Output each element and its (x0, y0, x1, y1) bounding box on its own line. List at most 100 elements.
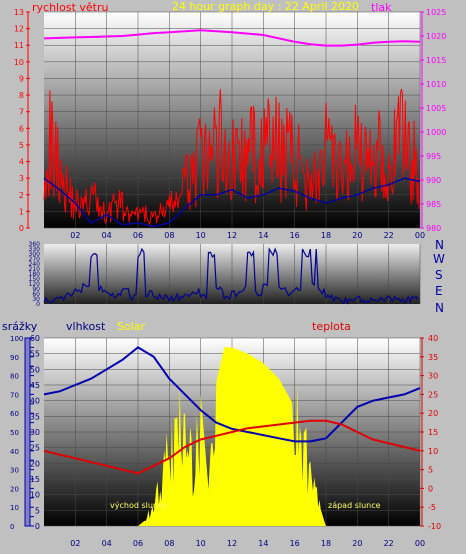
temperature-tick-label: 5 (428, 466, 433, 475)
humidity-tick-label: 20 (30, 459, 40, 468)
time-tick-label: 16 (290, 231, 300, 240)
humidity-tick-label: 55 (30, 350, 40, 359)
direction-tick-label: 0 (36, 301, 40, 308)
time-tick-label: 08 (164, 539, 174, 548)
compass-s: S (435, 268, 443, 282)
temperature-tick-label: 10 (428, 447, 438, 456)
humidity-tick-label: 60 (30, 334, 40, 343)
time-tick-label: 00 (415, 539, 425, 548)
time-tick-label: 18 (321, 231, 331, 240)
temperature-tick-label: -5 (428, 503, 436, 512)
precip-tick-label: 60 (10, 410, 19, 418)
humidity-temperature-axes: 0510152025303540455055600102030405060708… (10, 334, 441, 548)
temperature-tick-label: 30 (428, 372, 438, 381)
chart-title: 24 hour graph day : 22 April 2020 (172, 0, 359, 13)
direction-tick-label: 240 (29, 261, 41, 268)
pressure-tick-label: 1000 (426, 128, 446, 137)
direction-tick-label: 120 (29, 281, 41, 288)
wind-tick-label: 1 (19, 207, 24, 216)
direction-tick-label: 330 (29, 246, 41, 253)
precip-label: srážky (2, 320, 38, 333)
time-tick-label: 06 (133, 539, 143, 548)
precip-tick-label: 20 (10, 485, 19, 493)
time-tick-label: 16 (290, 539, 300, 548)
temperature-tick-label: 20 (428, 409, 438, 418)
temperature-tick-label: -10 (428, 522, 441, 531)
temperature-tick-label: 0 (428, 484, 433, 493)
wind-tick-label: 9 (19, 74, 24, 83)
wind-tick-label: 13 (14, 8, 24, 17)
solar-area (44, 347, 420, 526)
wind-speed-label: rychlost větru (32, 1, 108, 14)
pressure-tick-label: 1020 (426, 32, 446, 41)
precip-tick-label: 80 (10, 373, 19, 381)
direction-tick-label: 30 (32, 296, 40, 303)
wind-tick-label: 2 (19, 191, 24, 200)
pressure-tick-label: 1025 (426, 8, 446, 17)
precip-tick-label: 10 (10, 504, 19, 512)
pressure-tick-label: 980 (426, 224, 441, 233)
precip-tick-label: 100 (10, 335, 23, 343)
direction-tick-label: 270 (29, 256, 41, 263)
wind-tick-label: 6 (19, 124, 24, 133)
temperature-tick-label: 15 (428, 428, 438, 437)
wind-direction-line (43, 247, 419, 305)
wind-pressure-axes: 0123456789101112139809859909951000100510… (14, 8, 447, 240)
direction-tick-label: 90 (32, 286, 40, 293)
time-tick-label: 12 (227, 231, 237, 240)
sunset-label: západ slunce (328, 501, 381, 510)
solar-label: Solar (117, 320, 146, 333)
time-tick-label: 20 (352, 539, 362, 548)
compass-n-top: N (435, 238, 444, 252)
compass-e: E (435, 284, 443, 298)
time-tick-label: 14 (258, 539, 268, 548)
time-tick-label: 22 (384, 539, 394, 548)
time-tick-label: 02 (70, 539, 80, 548)
precip-tick-label: 40 (10, 448, 19, 456)
pressure-tick-label: 1010 (426, 80, 446, 89)
wind-tick-label: 11 (14, 41, 24, 50)
wind-average-line (43, 177, 421, 228)
wind-tick-label: 12 (14, 25, 24, 34)
humidity-tick-label: 5 (35, 506, 40, 515)
wind-tick-label: 4 (19, 158, 24, 167)
time-tick-label: 22 (384, 231, 394, 240)
time-tick-label: 04 (102, 539, 112, 548)
time-tick-label: 10 (196, 539, 206, 548)
wind-pressure-series (43, 29, 421, 228)
pressure-tick-label: 995 (426, 152, 441, 161)
wind-tick-label: 5 (19, 141, 24, 150)
wind-direction-series (43, 247, 419, 305)
precip-tick-label: 50 (10, 429, 19, 437)
humidity-temperature-series (43, 346, 421, 526)
wind-tick-label: 8 (19, 91, 24, 100)
wind-tick-label: 7 (19, 108, 24, 117)
direction-tick-label: 210 (29, 266, 41, 273)
precip-tick-label: 0 (10, 523, 14, 531)
pressure-tick-label: 990 (426, 176, 441, 185)
time-tick-label: 10 (196, 231, 206, 240)
humidity-tick-label: 15 (30, 475, 40, 484)
precip-gauge (24, 337, 31, 527)
wind-tick-label: 3 (19, 174, 24, 183)
time-tick-label: 12 (227, 539, 237, 548)
humidity-tick-label: 25 (30, 444, 40, 453)
humidity-label: vlhkost (66, 320, 106, 333)
compass-w: W (433, 252, 445, 266)
humidity-tick-label: 0 (35, 522, 40, 531)
sunrise-label: východ slunce (110, 501, 167, 510)
pressure-tick-label: 985 (426, 200, 441, 209)
temperature-label: teplota (312, 320, 351, 333)
humidity-line (43, 346, 421, 443)
direction-tick-label: 360 (29, 241, 41, 248)
humidity-tick-label: 30 (30, 428, 40, 437)
pressure-tick-label: 1005 (426, 104, 446, 113)
wind-direction-gridlines (75, 244, 421, 304)
precip-tick-label: 70 (10, 391, 19, 399)
time-tick-label: 14 (258, 231, 268, 240)
time-tick-label: 08 (164, 231, 174, 240)
direction-tick-label: 180 (29, 271, 41, 278)
wind-speed-line (43, 88, 420, 226)
